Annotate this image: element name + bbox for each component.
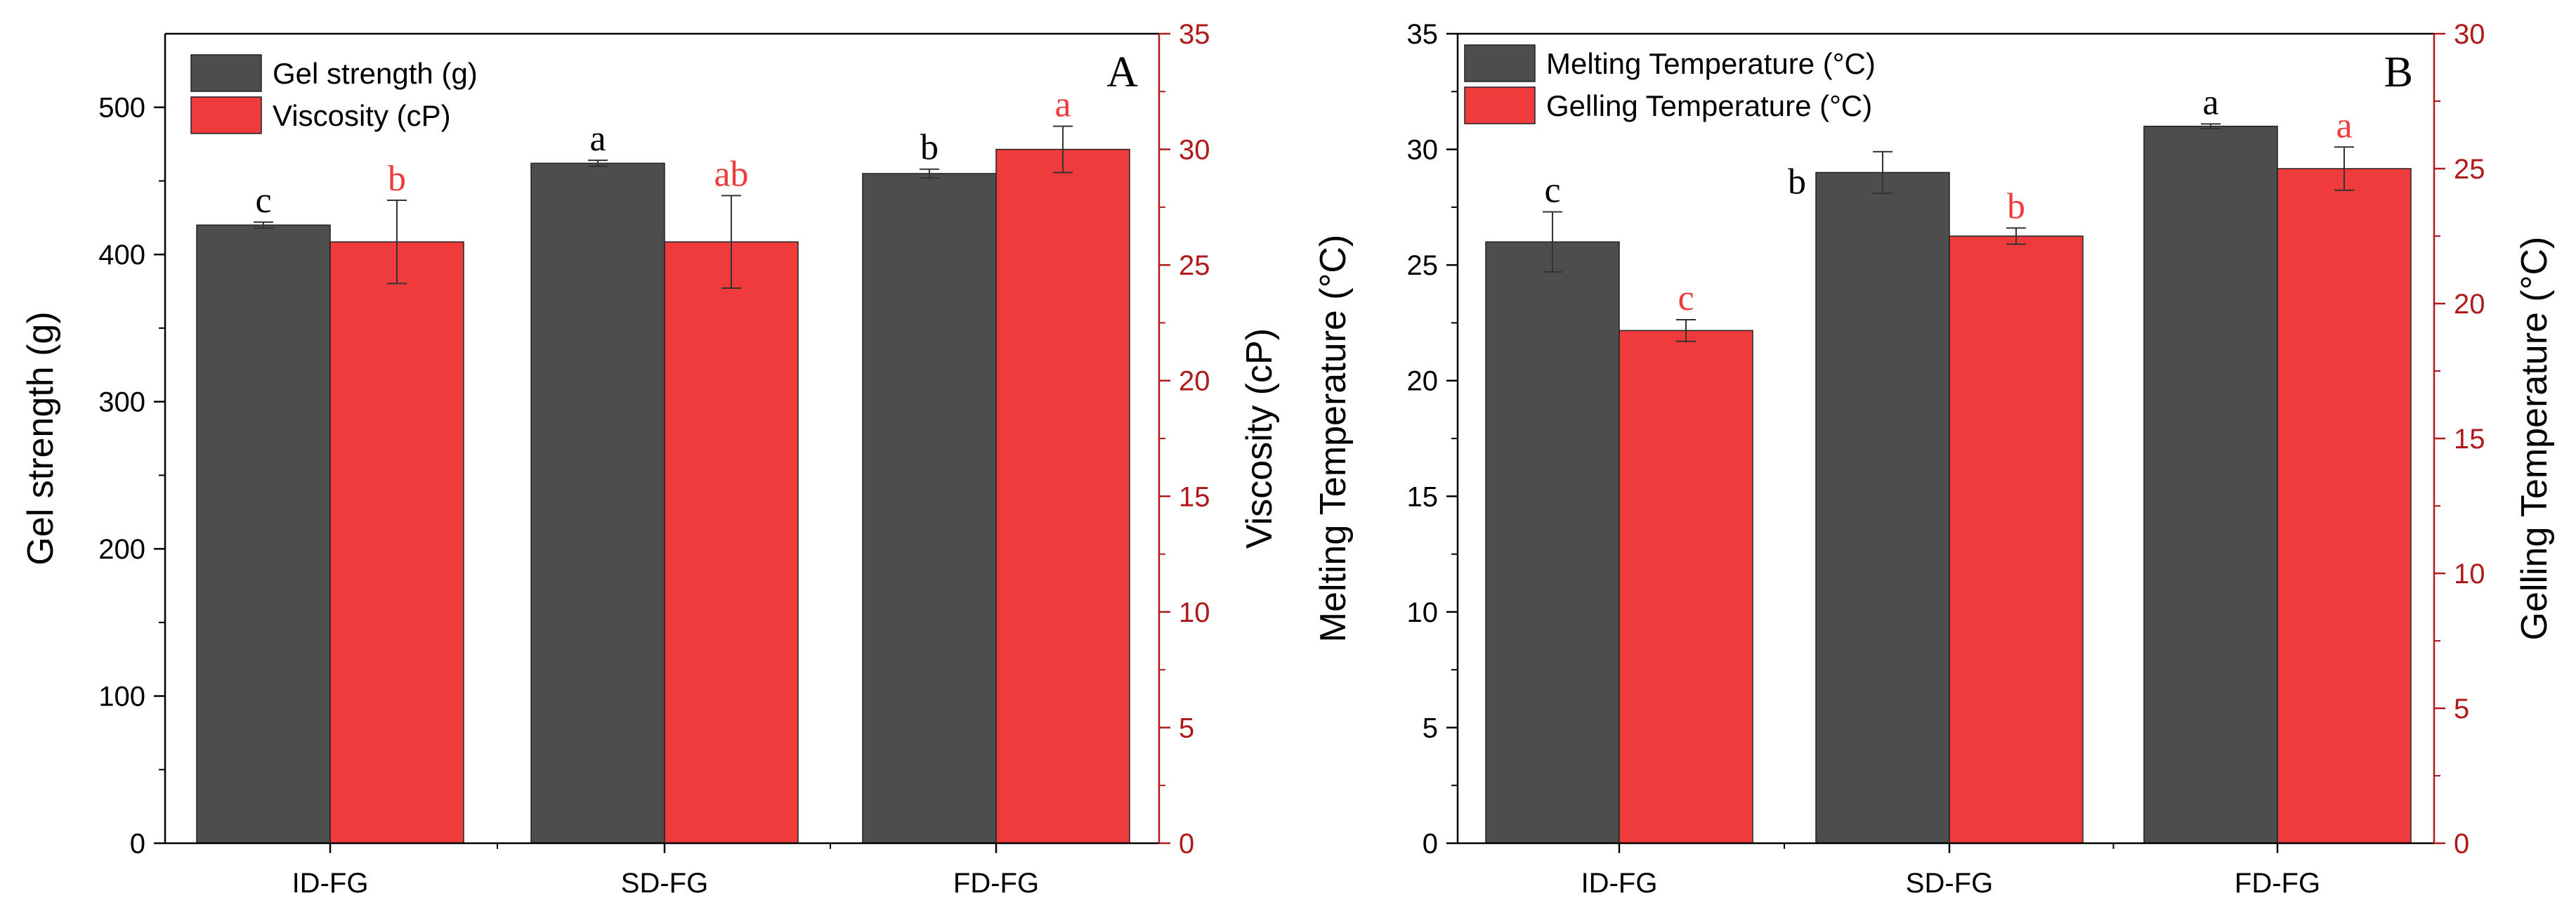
right-tick-label: 20 xyxy=(1179,366,1210,397)
x-tick-label: FD-FG xyxy=(953,868,1039,899)
significance-letter: c xyxy=(255,181,271,221)
left-axis-title: Gel strength (g) xyxy=(20,311,61,565)
right-tick-label: 35 xyxy=(1179,19,1210,50)
left-tick-label: 30 xyxy=(1407,135,1439,166)
panel-label: A xyxy=(1106,48,1138,96)
right-axis-title: Viscosity (cP) xyxy=(1239,328,1280,549)
left-tick-label: 10 xyxy=(1407,597,1439,628)
legend: Gel strength (g) Viscosity (cP) xyxy=(190,54,478,134)
panel-a-gel-viscosity: ca bb aba010020030040050005101520253035ID-… xyxy=(20,19,1280,899)
legend-label: Gelling Temperature (°C) xyxy=(1546,89,1872,122)
right-tick-label: 0 xyxy=(1179,828,1194,859)
right-tick-label: 15 xyxy=(2454,424,2485,455)
bar-right-fd-fg xyxy=(2277,168,2412,844)
bar-right-id-fg xyxy=(329,241,464,844)
right-axis-title: Gelling Temperature (°C) xyxy=(2514,237,2555,641)
error-bar xyxy=(1053,125,1073,174)
right-tick-label: 5 xyxy=(2454,694,2469,724)
right-tick-label: 25 xyxy=(2454,154,2485,185)
left-axis-title: Melting Temperature (°C) xyxy=(1313,235,1354,642)
bar-left-id-fg xyxy=(196,224,331,844)
error-bar xyxy=(920,168,939,179)
x-tick-label: SD-FG xyxy=(1906,868,1993,899)
right-tick-label: 30 xyxy=(1179,135,1210,166)
left-tick-label: 20 xyxy=(1407,366,1439,397)
right-tick-label: 30 xyxy=(2454,19,2485,50)
error-bar xyxy=(387,199,407,285)
significance-letter: c xyxy=(1544,170,1560,210)
right-tick-label: 5 xyxy=(1179,713,1194,743)
significance-letter: a xyxy=(589,119,606,159)
x-tick-label: FD-FG xyxy=(2235,868,2320,899)
error-bar xyxy=(1676,319,1696,342)
left-tick-label: 200 xyxy=(98,534,145,565)
panel-label: B xyxy=(2384,48,2413,96)
x-tick-label: SD-FG xyxy=(621,868,708,899)
legend-label: Gel strength (g) xyxy=(273,57,478,90)
error-bar xyxy=(2201,123,2221,129)
bar-left-fd-fg xyxy=(2143,125,2278,844)
error-bar xyxy=(588,160,608,167)
right-tick-label: 25 xyxy=(1179,250,1210,281)
significance-letter: ab xyxy=(714,154,748,194)
significance-letter: a xyxy=(2336,105,2352,145)
bar-left-fd-fg xyxy=(862,173,997,844)
significance-letter: b xyxy=(388,159,406,199)
legend-swatch xyxy=(1464,86,1536,124)
legend-label: Viscosity (cP) xyxy=(273,99,451,132)
right-tick-label: 20 xyxy=(2454,289,2485,320)
left-tick-label: 5 xyxy=(1423,713,1438,743)
error-bar xyxy=(254,221,273,229)
left-tick-label: 100 xyxy=(98,682,145,713)
bar-right-sd-fg xyxy=(1949,235,2084,844)
legend-label: Melting Temperature (°C) xyxy=(1546,47,1876,80)
left-tick-label: 35 xyxy=(1407,19,1439,50)
significance-letter: b xyxy=(2007,186,2025,226)
bar-right-id-fg xyxy=(1619,330,1753,844)
error-bar xyxy=(721,195,741,290)
left-tick-label: 300 xyxy=(98,387,145,418)
right-tick-label: 10 xyxy=(2454,559,2485,590)
bar-left-id-fg xyxy=(1485,241,1620,844)
left-tick-label: 25 xyxy=(1407,250,1439,281)
significance-letter: b xyxy=(920,128,939,168)
x-tick-label: ID-FG xyxy=(1581,868,1658,899)
significance-letter: b xyxy=(1788,162,1806,202)
left-tick-label: 400 xyxy=(98,240,145,271)
right-tick-label: 0 xyxy=(2454,828,2469,859)
left-tick-label: 0 xyxy=(1423,828,1438,859)
right-tick-label: 15 xyxy=(1179,481,1210,512)
legend-swatch xyxy=(1464,44,1536,82)
legend-swatch xyxy=(190,96,262,134)
right-tick-label: 10 xyxy=(1179,597,1210,628)
x-tick-label: ID-FG xyxy=(292,868,369,899)
bar-right-fd-fg xyxy=(995,148,1130,844)
bar-left-sd-fg xyxy=(1815,171,1950,844)
error-bar xyxy=(2334,146,2354,191)
error-bar xyxy=(1873,150,1892,195)
left-tick-label: 0 xyxy=(130,828,145,859)
left-tick-label: 500 xyxy=(98,93,145,124)
panel-b-temperatures: c b a c b a 0 5 10 15 20 25 30 35 0 5 10 15 20 25 30 ID-FG SD-… xyxy=(1313,19,2555,899)
left-tick-label: 15 xyxy=(1407,481,1439,512)
significance-letter: c xyxy=(1678,278,1694,318)
bar-right-sd-fg xyxy=(664,241,799,844)
significance-letter: a xyxy=(1054,85,1071,125)
significance-letter: a xyxy=(2202,82,2218,122)
legend-swatch xyxy=(190,54,262,92)
error-bar xyxy=(2006,227,2026,245)
legend: Melting Temperature (°C) Gelling Temperat… xyxy=(1464,44,1876,124)
bar-left-sd-fg xyxy=(530,162,665,844)
error-bar xyxy=(1543,211,1562,273)
